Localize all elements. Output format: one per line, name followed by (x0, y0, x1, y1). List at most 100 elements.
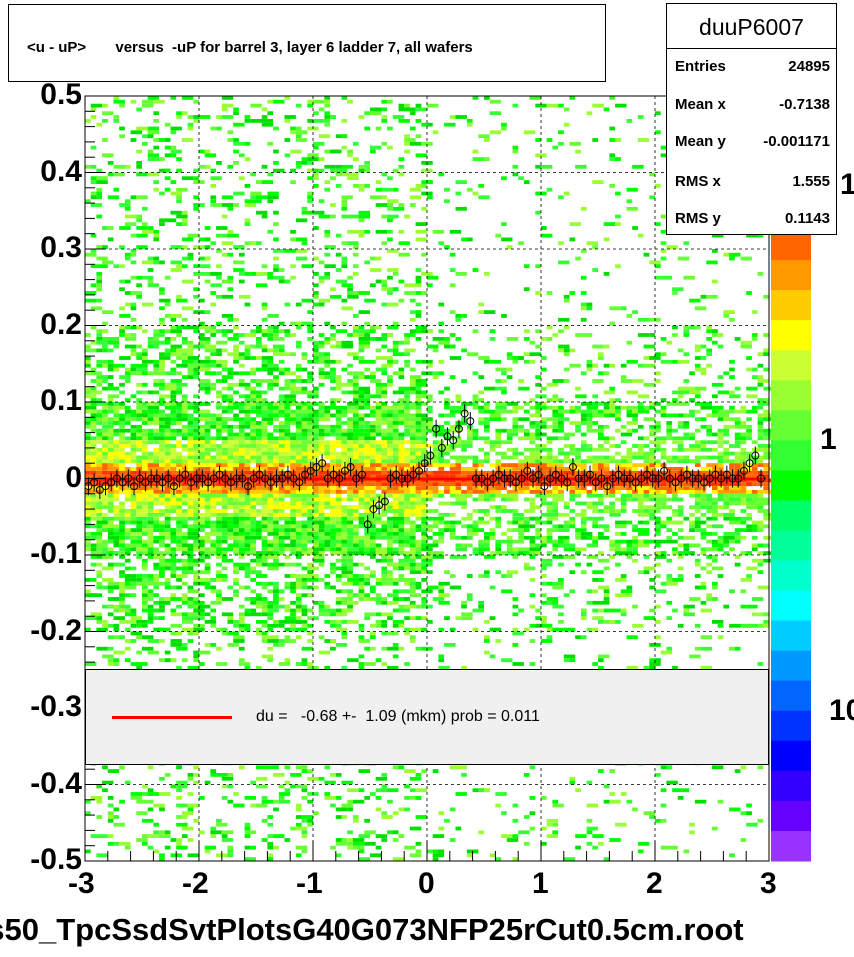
heatmap-cell (170, 210, 182, 215)
heatmap-cell (472, 608, 484, 613)
heatmap-cell (261, 796, 268, 800)
heatmap-cell (273, 329, 279, 334)
heatmap-cell (119, 436, 125, 441)
heatmap-cell (347, 574, 353, 578)
heatmap-cell (124, 585, 137, 590)
heatmap-cell (398, 562, 410, 567)
heatmap-cell (375, 203, 382, 207)
heatmap-cell (102, 470, 108, 475)
heatmap-cell (107, 505, 114, 510)
heatmap-cell (398, 405, 405, 410)
heatmap-cell (358, 834, 370, 838)
heatmap-cell (313, 539, 319, 544)
heatmap-cell (204, 340, 211, 345)
heatmap-cell (301, 788, 308, 793)
heatmap-cell (193, 463, 199, 467)
heatmap-cell (352, 436, 359, 441)
heatmap-cell (267, 493, 274, 498)
heatmap-cell (170, 149, 182, 154)
heatmap-cell (404, 497, 410, 502)
heatmap-cell (256, 535, 262, 540)
heatmap-cell (227, 643, 239, 647)
heatmap-cell (301, 784, 308, 789)
heatmap-cell (221, 474, 228, 479)
heatmap-cell (159, 367, 165, 372)
heatmap-cell (438, 470, 445, 475)
heatmap-cell (159, 512, 165, 517)
heatmap-cell (352, 417, 365, 422)
heatmap-cell (318, 333, 325, 337)
heatmap-cell (113, 524, 120, 529)
heatmap-cell (415, 543, 422, 548)
heatmap-cell (164, 581, 171, 586)
heatmap-cell (267, 509, 274, 513)
heatmap-cell (261, 107, 268, 112)
heatmap-cell (318, 134, 331, 139)
heatmap-cell (370, 451, 376, 456)
heatmap-cell (96, 543, 103, 548)
heatmap-cell (193, 509, 199, 513)
heatmap-cell (159, 853, 165, 858)
heatmap-cell (273, 799, 279, 804)
heatmap-cell (284, 394, 296, 399)
heatmap-cell (261, 470, 268, 475)
heatmap-cell (204, 604, 211, 609)
heatmap-cell (370, 585, 376, 590)
heatmap-cell (484, 459, 490, 464)
heatmap-cell (267, 486, 274, 490)
heatmap-cell (85, 363, 91, 368)
heatmap-cell (409, 379, 416, 383)
heatmap-cell (113, 509, 120, 513)
heatmap-cell (381, 115, 388, 119)
heatmap-cell (381, 195, 388, 200)
heatmap-cell (324, 455, 331, 460)
heatmap-cell (210, 386, 217, 391)
heatmap-cell (136, 367, 148, 372)
heatmap-cell (170, 191, 182, 196)
heatmap-cell (409, 627, 422, 632)
heatmap-cell (415, 482, 422, 487)
heatmap-cell (404, 291, 416, 295)
heatmap-cell (273, 512, 279, 517)
heatmap-cell (398, 367, 405, 372)
heatmap-cell (466, 528, 479, 532)
heatmap-cell (164, 348, 171, 353)
heatmap-cell (358, 394, 365, 399)
heatmap-cell (290, 501, 296, 506)
heatmap-cell (421, 570, 427, 575)
heatmap-cell (261, 444, 268, 448)
heatmap-cell (324, 482, 336, 487)
heatmap-cell (159, 306, 165, 311)
heatmap-cell (330, 639, 336, 643)
heatmap-cell (438, 371, 445, 376)
heatmap-cell (136, 382, 142, 387)
heatmap-cell (421, 543, 427, 548)
heatmap-cell (107, 646, 114, 651)
heatmap-cell (107, 497, 114, 502)
heatmap-cell (170, 428, 177, 433)
heatmap-cell (341, 547, 348, 552)
heatmap-cell (90, 145, 97, 150)
heatmap-cell (358, 857, 365, 861)
heatmap-cell (381, 597, 388, 601)
heatmap-cell (204, 440, 211, 445)
heatmap-cell (301, 815, 313, 819)
heatmap-cell (330, 470, 336, 475)
heatmap-cell (164, 650, 171, 655)
heatmap-cell (142, 551, 148, 555)
heatmap-cell (199, 490, 205, 494)
heatmap-cell (375, 547, 382, 552)
heatmap-cell (204, 149, 211, 154)
heatmap-cell (313, 532, 319, 536)
heatmap-cell (404, 149, 410, 154)
heatmap-cell (313, 176, 319, 181)
heatmap-cell (324, 792, 331, 796)
heatmap-cell (307, 505, 313, 510)
heatmap-cell (136, 356, 142, 360)
heatmap-cell (392, 421, 399, 425)
heatmap-cell (358, 665, 365, 670)
heatmap-cell (409, 520, 416, 525)
heatmap-cell (324, 796, 331, 800)
heatmap-cell (113, 815, 120, 819)
heatmap-cell (250, 329, 256, 334)
